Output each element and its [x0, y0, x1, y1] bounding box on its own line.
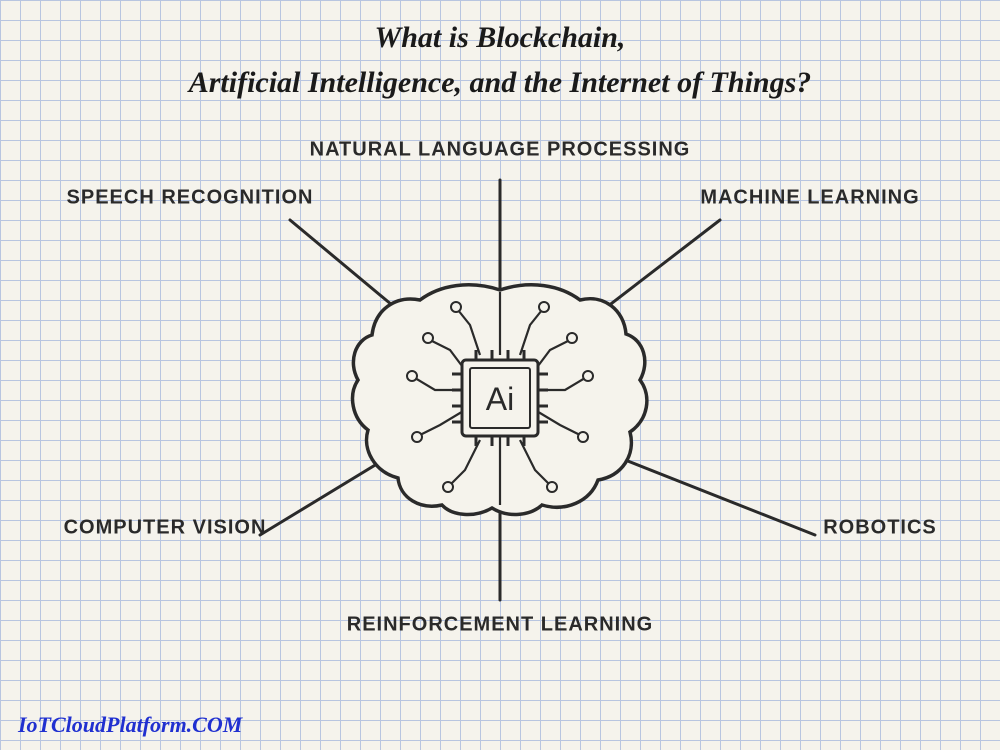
branch-label-ml: MACHINE LEARNING	[700, 187, 919, 210]
branch-label-cv: COMPUTER VISION	[64, 517, 267, 540]
branch-label-rl: REINFORCEMENT LEARNING	[347, 614, 653, 637]
branch-label-nlp: NATURAL LANGUAGE PROCESSING	[310, 139, 691, 162]
branch-label-speech: SPEECH RECOGNITION	[67, 187, 314, 210]
brain-icon: Ai	[353, 285, 647, 515]
ai-radial-diagram: Ai	[0, 0, 1000, 750]
chip-label: Ai	[486, 381, 514, 417]
branch-label-robotics: ROBOTICS	[823, 517, 937, 540]
footer-credit: IoTCloudPlatform.COM	[18, 712, 242, 738]
connector-line-robotics	[600, 450, 815, 535]
